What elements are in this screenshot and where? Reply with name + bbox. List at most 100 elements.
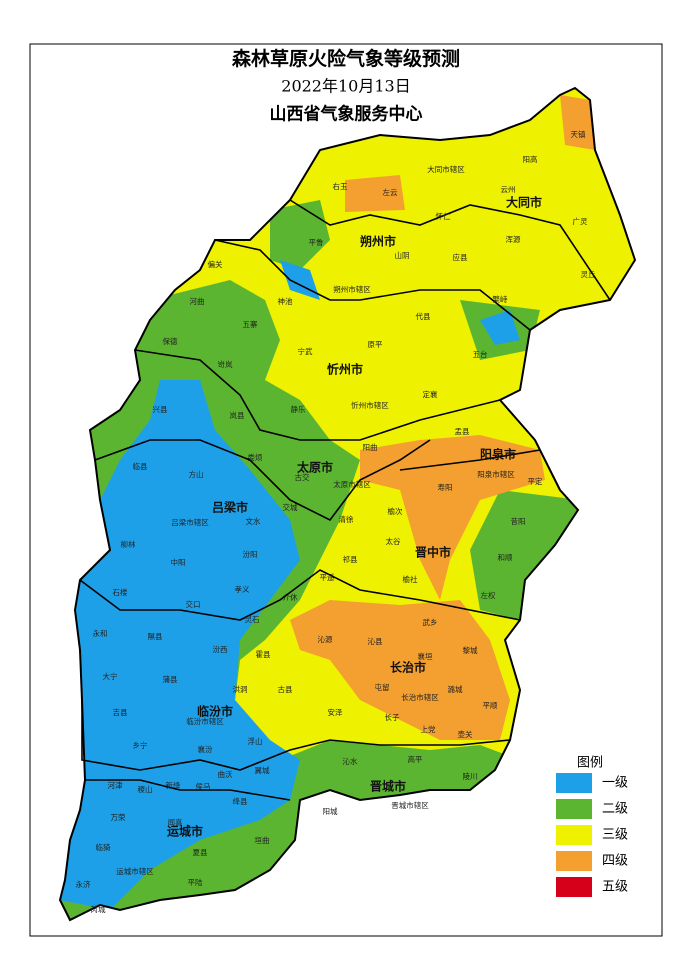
level-4-area bbox=[560, 95, 595, 150]
county-label: 平鲁 bbox=[309, 237, 324, 247]
county-label: 潞城 bbox=[448, 684, 463, 694]
legend-swatch bbox=[556, 825, 592, 845]
county-label: 文水 bbox=[246, 516, 261, 526]
county-label: 岚县 bbox=[230, 411, 245, 420]
county-label: 洪洞 bbox=[233, 684, 248, 694]
city-label: 晋中市 bbox=[415, 545, 451, 560]
county-label: 左权 bbox=[481, 590, 496, 600]
county-label: 新绛 bbox=[166, 780, 181, 790]
city-label: 阳泉市 bbox=[480, 447, 516, 462]
county-label: 运城市辖区 bbox=[116, 866, 154, 876]
county-label: 古县 bbox=[278, 684, 293, 694]
county-label: 天镇 bbox=[571, 129, 586, 139]
county-label: 阳城 bbox=[323, 807, 338, 816]
legend-swatch bbox=[556, 773, 592, 793]
county-label: 昔阳 bbox=[511, 517, 526, 526]
county-label: 平顺 bbox=[483, 701, 498, 710]
county-label: 祁县 bbox=[343, 554, 358, 564]
county-label: 柳林 bbox=[121, 539, 136, 549]
county-label: 沁县 bbox=[368, 636, 383, 646]
legend-label: 一级 bbox=[602, 776, 628, 791]
county-label: 汾西 bbox=[213, 645, 228, 654]
county-label: 静乐 bbox=[291, 404, 306, 414]
level-4-area bbox=[345, 175, 405, 212]
title: 森林草原火险气象等级预测 bbox=[232, 47, 460, 70]
county-label: 襄汾 bbox=[198, 744, 213, 754]
county-label: 河津 bbox=[108, 781, 123, 790]
county-label: 临汾市辖区 bbox=[186, 716, 224, 726]
county-label: 乡宁 bbox=[133, 740, 148, 750]
county-label: 古交 bbox=[295, 472, 310, 482]
county-label: 原平 bbox=[368, 340, 383, 349]
county-label: 保德 bbox=[163, 336, 178, 346]
county-label: 广灵 bbox=[573, 216, 588, 226]
city-borders bbox=[79, 199, 611, 801]
county-label: 永济 bbox=[76, 879, 91, 889]
county-label: 偏关 bbox=[208, 259, 223, 269]
issuer: 山西省气象服务中心 bbox=[270, 104, 423, 125]
county-label: 万荣 bbox=[111, 812, 126, 822]
county-label: 吉县 bbox=[113, 708, 128, 717]
legend-swatch bbox=[556, 877, 592, 897]
county-label: 浑源 bbox=[506, 235, 521, 244]
level-1-area bbox=[60, 380, 300, 910]
county-label: 娄烦 bbox=[248, 452, 263, 462]
county-label: 太谷 bbox=[386, 536, 401, 546]
county-label: 五寨 bbox=[243, 319, 258, 329]
county-label: 太原市辖区 bbox=[333, 479, 371, 489]
county-label: 蒲县 bbox=[163, 674, 178, 684]
county-label: 长子 bbox=[385, 712, 400, 722]
county-label: 吕梁市辖区 bbox=[171, 517, 209, 527]
county-label: 安泽 bbox=[328, 707, 343, 717]
county-label: 芮城 bbox=[91, 904, 106, 914]
county-label: 怀仁 bbox=[436, 211, 451, 221]
county-label: 岢岚 bbox=[218, 360, 233, 369]
level-1-area bbox=[480, 310, 520, 345]
county-label: 云州 bbox=[501, 185, 516, 194]
legend-label: 五级 bbox=[602, 880, 628, 895]
city-label: 太原市 bbox=[297, 460, 333, 475]
county-label: 武乡 bbox=[423, 617, 438, 627]
date: 2022年10月13日 bbox=[281, 77, 410, 96]
level-4-area bbox=[360, 435, 545, 600]
county-label: 寿阳 bbox=[438, 482, 453, 492]
county-label: 临县 bbox=[133, 461, 148, 471]
city-label: 长治市 bbox=[390, 660, 426, 675]
county-label: 阳高 bbox=[523, 154, 538, 164]
county-label: 大同市辖区 bbox=[427, 164, 465, 174]
county-label: 河曲 bbox=[190, 296, 205, 306]
county-label: 神池 bbox=[278, 296, 293, 306]
county-label: 石楼 bbox=[113, 587, 128, 597]
county-label: 浮山 bbox=[248, 736, 263, 746]
county-label: 黎城 bbox=[463, 645, 478, 655]
county-label: 闻喜 bbox=[168, 817, 183, 827]
city-label: 忻州市 bbox=[327, 362, 363, 377]
county-label: 陵川 bbox=[463, 772, 478, 781]
county-label: 榆次 bbox=[388, 506, 403, 516]
level-4-area bbox=[290, 600, 510, 740]
county-label: 朔州市辖区 bbox=[333, 284, 371, 294]
legend-swatch bbox=[556, 799, 592, 819]
county-label: 交口 bbox=[186, 599, 201, 609]
county-label: 侯马 bbox=[196, 782, 211, 791]
county-label: 平陆 bbox=[188, 877, 203, 887]
legend-label: 四级 bbox=[602, 854, 628, 869]
county-label: 代县 bbox=[416, 311, 431, 321]
county-label: 霍县 bbox=[256, 650, 271, 659]
county-label: 大宁 bbox=[103, 671, 118, 681]
county-label: 阳曲 bbox=[363, 442, 378, 452]
county-label: 壶关 bbox=[458, 729, 473, 739]
county-label: 宁武 bbox=[298, 346, 313, 356]
county-label: 垣曲 bbox=[255, 835, 270, 845]
county-label: 交城 bbox=[283, 502, 298, 512]
county-label: 屯留 bbox=[375, 682, 390, 692]
county-label: 稷山 bbox=[138, 784, 153, 794]
county-label: 左云 bbox=[383, 187, 398, 197]
county-label: 忻州市辖区 bbox=[351, 400, 389, 410]
city-label: 临汾市 bbox=[197, 704, 233, 719]
county-label: 平遥 bbox=[320, 572, 335, 582]
county-label: 长治市辖区 bbox=[401, 692, 439, 702]
county-label: 灵丘 bbox=[581, 270, 596, 279]
